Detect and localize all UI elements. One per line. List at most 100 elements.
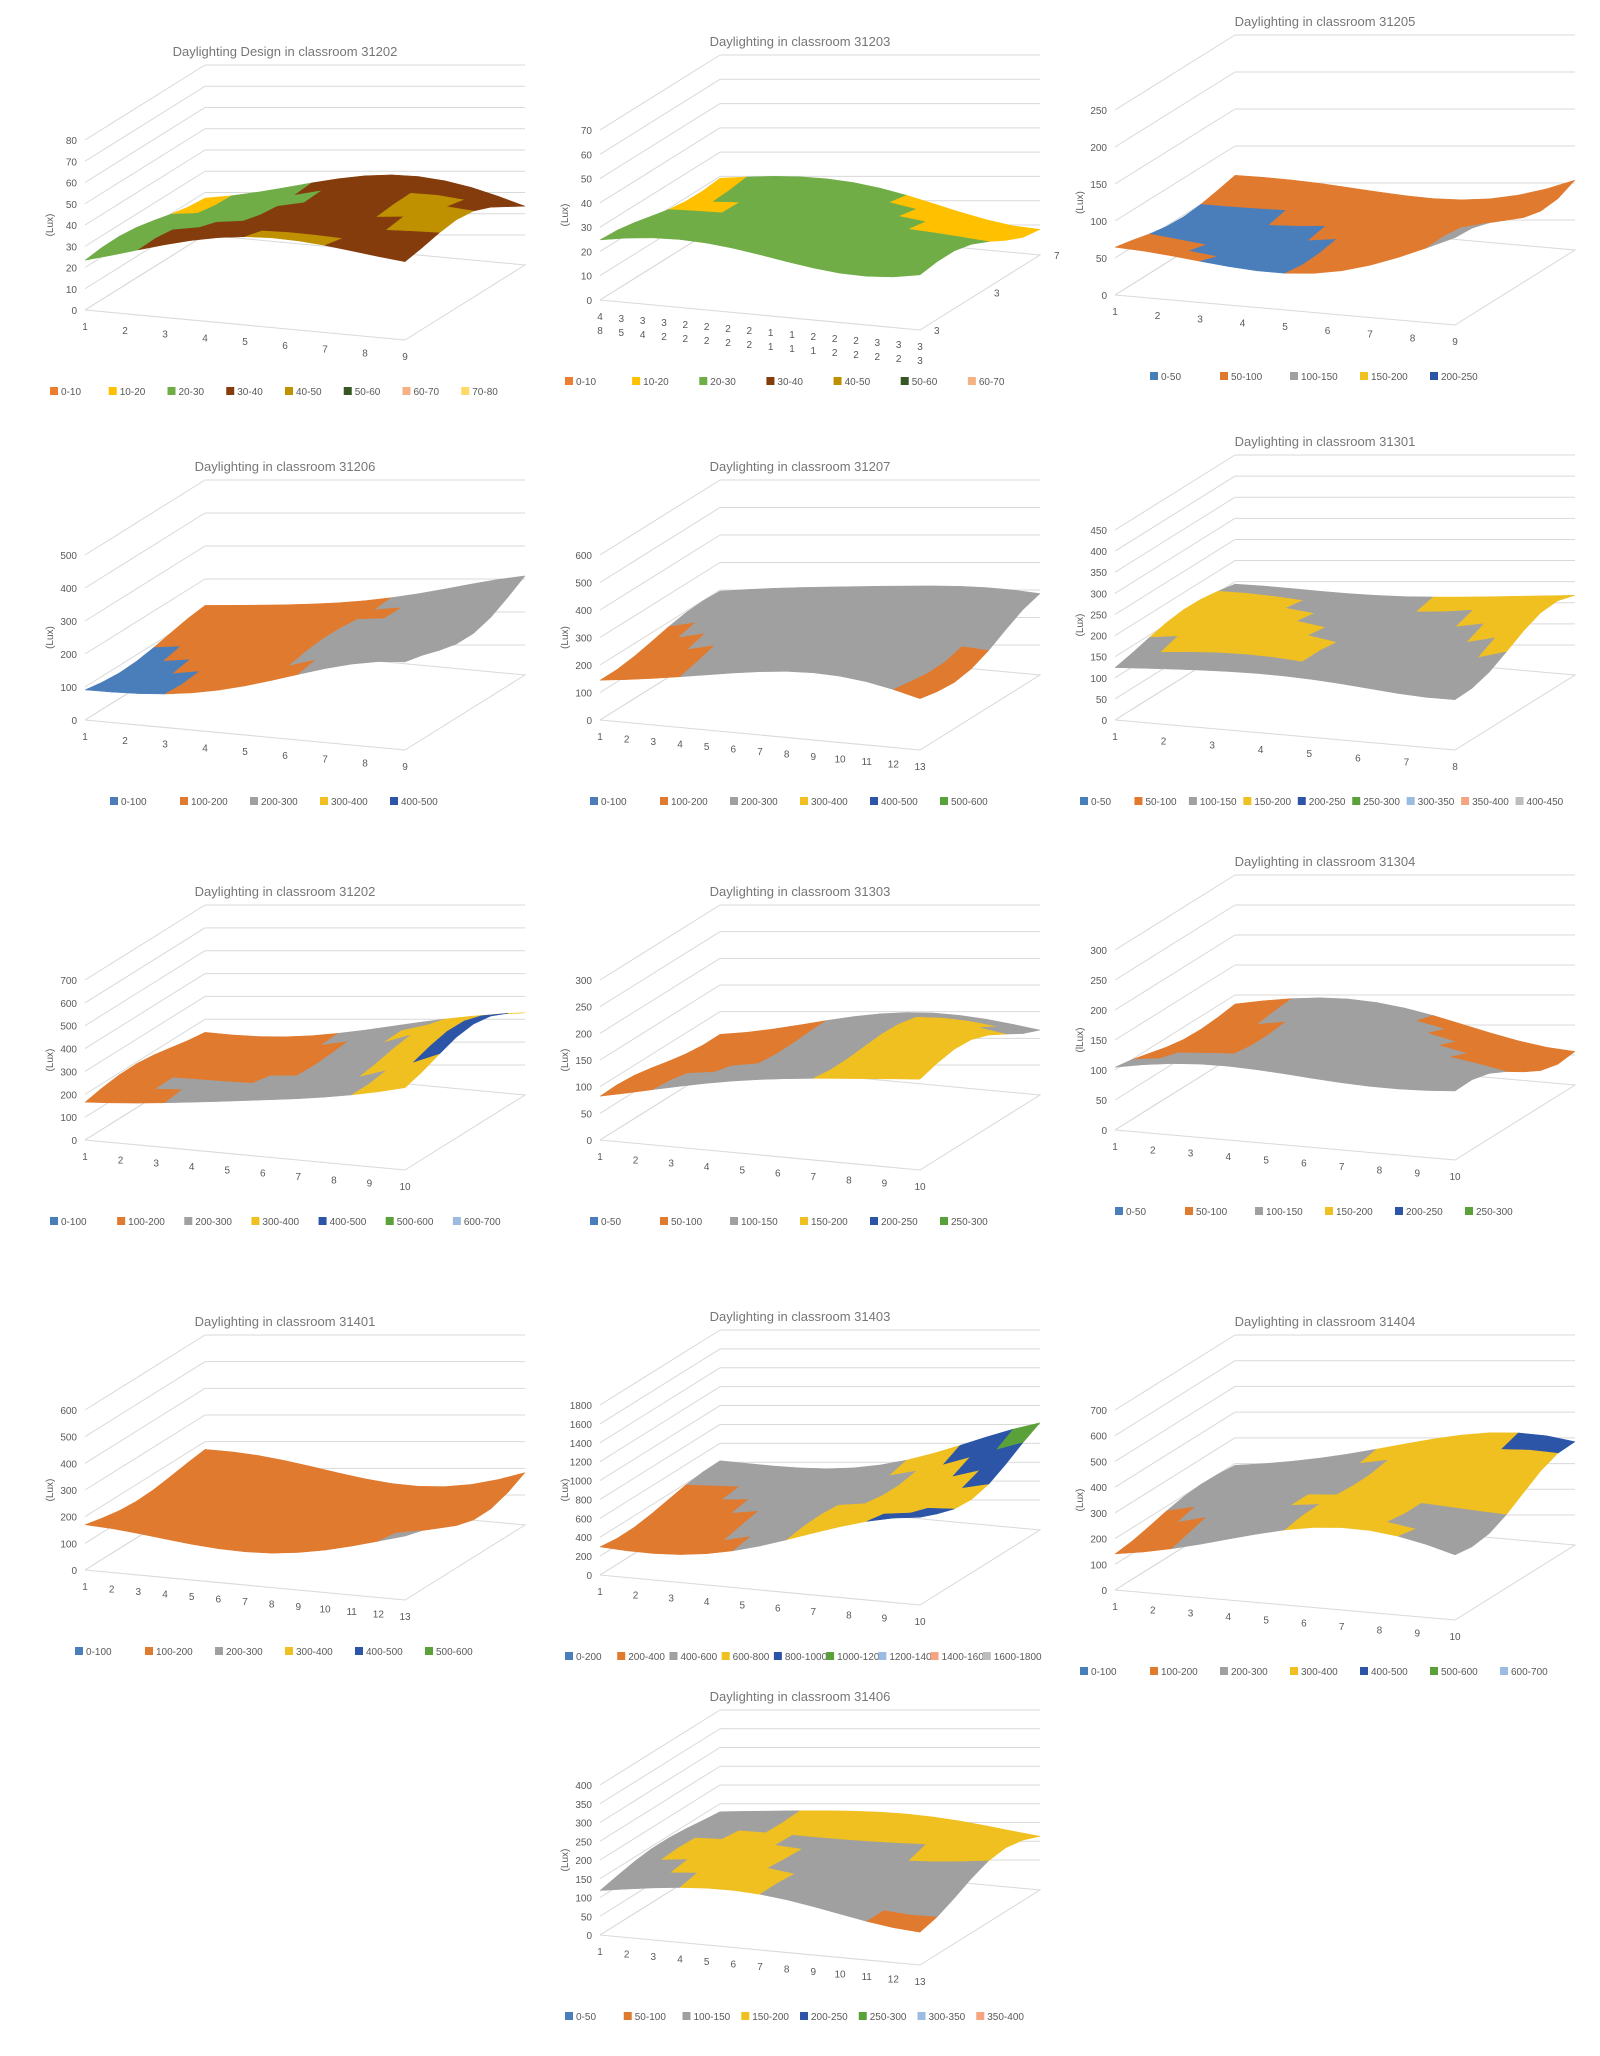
legend-swatch [1430,1667,1438,1675]
floor-outline [599,1064,1042,1171]
chart-panel: Daylighting in classroom 31403 0 200 400 600… [560,1309,1042,1663]
gridline [84,1387,206,1464]
x-tick-label: 8 [846,1610,852,1621]
z-tick-label: 150 [1090,653,1107,664]
x-tick-label: 4 [597,312,603,323]
legend-label: 200-250 [811,2012,848,2023]
legend-swatch [858,2012,867,2020]
z-tick-label: 200 [575,661,592,672]
legend-label: 200-300 [195,1217,232,1228]
z-tick-label: 40 [66,221,78,232]
surface-patch [1425,1077,1473,1092]
legend-label: 1600-1800 [994,1652,1042,1663]
gridline [84,545,206,622]
legend-swatch [800,1217,808,1225]
z-tick-label: 0 [71,1566,77,1577]
z-tick-label: 100 [60,1113,77,1124]
x-tick-label: 7 [322,345,328,356]
y-axis-label: (Lux) [1075,614,1086,637]
legend-label: 0-100 [1091,1667,1117,1678]
chart-panel: Daylighting in classroom 31301 0 50 100 150 2… [1075,434,1577,808]
z-tick-label: 150 [575,1875,592,1886]
legend-label: 10-20 [643,377,669,388]
legend-swatch [1150,1667,1158,1675]
legend-label: 0-50 [1126,1207,1146,1218]
gridline [84,85,206,162]
x-tick-label: 1 [597,732,603,743]
y-axis-label: (Lux) [45,214,56,237]
x-tick-label: 5 [704,742,710,753]
legend-label: 600-700 [464,1217,501,1228]
legend-swatch [108,387,117,395]
gridline [1114,539,1236,615]
gridline [599,562,721,638]
legend-label: 20-30 [710,377,736,388]
chart-title: Daylighting in classroom 31203 [710,34,891,49]
legend-label: 250-300 [1363,797,1400,808]
legend-label: 10-20 [120,387,146,398]
x-tick-label: 10 [319,1605,331,1616]
legend-label: 400-500 [366,1647,403,1658]
legend-swatch [343,387,352,395]
legend-swatch [565,1652,573,1660]
gridline [1114,1411,1236,1488]
z-tick-label: 0 [1101,291,1107,302]
x-tick-label: 7 [242,1597,248,1608]
z-tick-label: 10 [66,285,78,296]
x-tick-label: 4 [189,1162,195,1173]
x-tick-label: 6 [282,751,288,762]
legend-swatch [1430,372,1438,380]
chart-title: Daylighting in classroom 31301 [1235,434,1416,449]
z-tick-label: 60 [66,179,78,190]
gridline [1114,994,1236,1071]
x-tick-label: 4 [202,333,208,344]
legend-swatch [1150,372,1158,380]
legend-label: 300-400 [811,797,848,808]
z-tick-label: 100 [575,1894,592,1905]
x-tick-label: 10 [914,1182,926,1193]
z-tick-label: 50 [1096,1096,1108,1107]
x-tick-label: 2 [661,332,667,343]
gridline [599,507,721,583]
x-tick-label: 12 [888,1975,900,1986]
z-tick-label: 50 [581,1912,593,1923]
gridline [84,1334,206,1411]
legend-swatch [1360,372,1368,380]
x-tick-label: 5 [739,1165,745,1176]
z-tick-label: 50 [581,1109,593,1120]
x-tick-label: 5 [242,747,248,758]
x-tick-label: 9 [1414,1169,1420,1180]
gridline [599,151,721,228]
legend-swatch [623,2012,632,2020]
x-tick-label: 12 [373,1610,385,1621]
x-tick-label: 3 [651,1952,657,1963]
legend-swatch [967,377,976,385]
legend-swatch [1325,1207,1333,1215]
x-tick-label: 6 [1301,1619,1307,1630]
legend-label: 200-300 [226,1647,263,1658]
z-tick-label: 30 [581,223,593,234]
chart-panel: Daylighting in classroom 31202 0 100 200 300… [45,884,527,1228]
z-tick-label: 350 [1090,568,1107,579]
x-tick-label: 7 [757,1962,763,1973]
z-tick-label: 100 [1090,674,1107,685]
z-tick-label: 200 [1090,1535,1107,1546]
z-tick-label: 200 [575,1029,592,1040]
gridline [599,1442,721,1519]
legend-swatch [590,1217,598,1225]
x-tick-label: 4 [1226,1152,1232,1163]
z-tick-label: 0 [71,716,77,727]
legend-swatch [800,797,808,805]
x-tick-label: 2 [624,1950,630,1961]
legend-label: 500-600 [1441,1667,1478,1678]
legend-label: 500-600 [436,1647,473,1658]
gridline [599,1709,721,1786]
legend-label: 100-200 [128,1217,165,1228]
x-tick-label: 3 [668,1159,674,1170]
x-tick-label: 8 [846,1175,852,1186]
chart-title: Daylighting in classroom 31202 [195,884,376,899]
x-tick-label: 2 [633,1155,639,1166]
x-tick-label: 2 [811,332,817,343]
floor-outline [84,234,527,341]
